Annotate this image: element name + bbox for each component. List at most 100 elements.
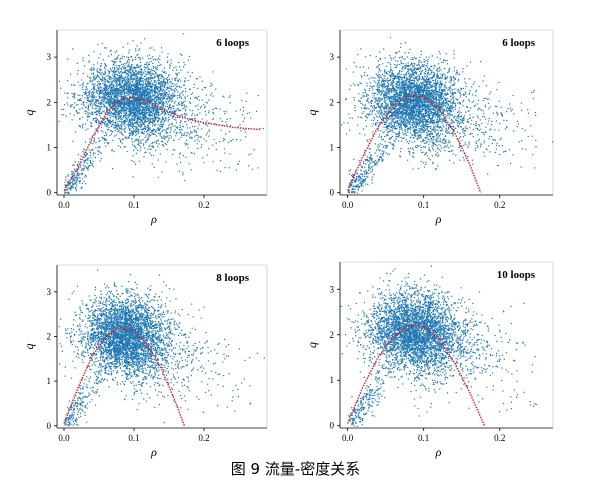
scatter-point [138,95,141,97]
scatter-point [99,114,101,117]
scatter-point [150,70,152,72]
scatter-point [88,54,90,56]
scatter-point [121,84,123,86]
scatter-point [112,124,114,126]
scatter-point [130,64,132,66]
scatter-point [159,99,161,101]
scatter-point [65,189,68,191]
scatter-point [160,47,163,49]
scatter-point [216,169,218,171]
scatter-point [112,131,114,133]
scatter-point [435,108,437,110]
scatter-point [130,125,132,127]
scatter-point [140,126,142,128]
scatter-point [138,88,141,90]
scatter-point [87,113,89,115]
scatter-point [175,119,177,121]
scatter-point [87,168,89,170]
scatter-point [152,112,154,114]
scatter-point [158,108,160,110]
scatter-point [166,103,168,105]
scatter-point [170,95,172,97]
scatter-point [103,92,105,95]
scatter-point [149,93,151,95]
scatter-point [141,124,143,126]
scatter-point [121,138,123,140]
scatter-point [425,136,427,139]
scatter-point [184,81,186,83]
scatter-point [138,86,140,88]
scatter-point [126,56,128,58]
scatter-point [148,126,150,128]
scatter-point [80,165,82,167]
scatter-point [165,101,167,104]
scatter-point [139,65,141,67]
scatter-point [132,127,134,129]
scatter-point [142,114,144,116]
scatter-point [128,124,130,126]
scatter-point [105,145,107,147]
scatter-point [155,86,157,88]
scatter-point [99,146,101,148]
scatter-point [85,159,87,161]
scatter-point [159,58,161,61]
scatter-point [98,150,100,152]
scatter-point [112,61,114,63]
scatter-point [168,124,170,127]
scatter-point [117,77,119,79]
scatter-point [96,68,98,70]
scatter-point [113,98,115,100]
scatter-point [105,65,107,67]
scatter-point [156,107,158,109]
scatter-point [77,154,79,156]
scatter-point [226,124,228,126]
scatter-point [155,95,157,97]
scatter-point [463,133,465,135]
scatter-point [444,90,446,92]
scatter-point [462,94,465,96]
scatter-point [104,87,106,89]
scatter-point [146,71,149,73]
scatter-point [141,78,143,80]
scatter-point [130,68,132,70]
scatter-point [136,103,138,105]
scatter-point [472,116,474,118]
scatter-point [97,153,99,155]
scatter-point [213,139,215,141]
scatter-point [220,129,222,131]
scatter-point [132,115,134,117]
scatter-point [125,118,127,120]
scatter-point [120,84,122,86]
scatter-point [100,78,102,80]
scatter-point [152,58,155,61]
scatter-point [162,95,164,97]
scatter-point [91,93,93,96]
scatter-point [72,172,74,174]
scatter-point [157,121,159,123]
scatter-point [403,74,405,76]
scatter-point [98,92,100,94]
scatter-point [150,83,152,85]
scatter-point [79,84,81,86]
scatter-point [123,119,125,121]
scatter-point [87,159,89,161]
scatter-point [135,84,137,86]
scatter-point [120,67,122,69]
scatter-point [92,154,94,156]
scatter-point [76,172,78,174]
scatter-point [70,189,72,191]
scatter-point [129,95,131,97]
scatter-point [125,82,127,84]
scatter-point [161,97,163,99]
scatter-point [157,145,159,147]
scatter-point [353,177,356,179]
scatter-point [178,170,180,172]
scatter-point [393,121,395,123]
scatter-point [400,62,402,64]
scatter-point [116,126,118,128]
scatter-point [87,157,89,159]
scatter-point [116,90,118,92]
scatter-point [144,117,146,119]
scatter-point [128,91,130,93]
scatter-point [101,136,103,138]
